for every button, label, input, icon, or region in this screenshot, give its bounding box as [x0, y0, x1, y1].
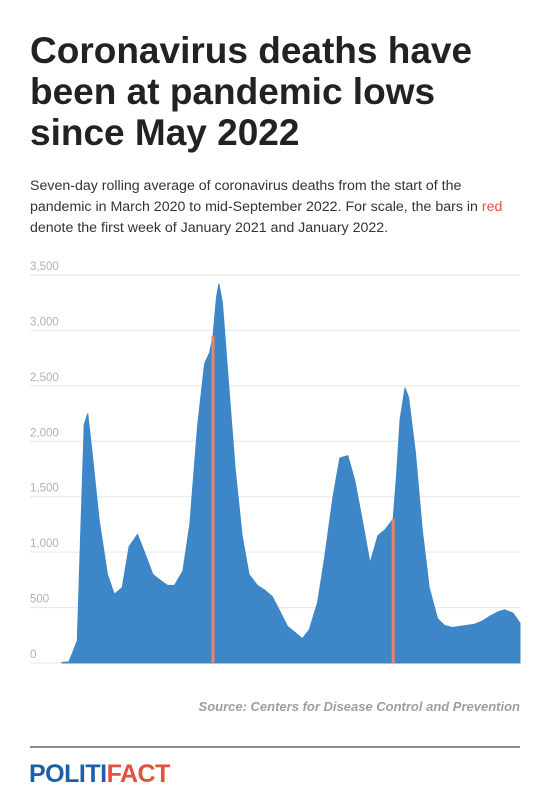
- y-axis-ticks: 0 500 1,000 1,500 2,000 2,500 3,000 3,500: [30, 261, 59, 661]
- subtitle-highlight-word: red: [481, 199, 503, 215]
- highlight-bars: [211, 336, 395, 663]
- source-note: Source: Centers for Disease Control and …: [198, 699, 520, 714]
- y-tick-label: 1,000: [30, 538, 59, 550]
- deaths-area-chart: 0 500 1,000 1,500 2,000 2,500 3,000 3,500: [30, 261, 521, 664]
- y-tick-label: 500: [30, 594, 49, 606]
- y-tick-label: 1,500: [30, 483, 59, 495]
- politifact-logo: POLITIFACT: [29, 760, 170, 789]
- y-tick-label: 0: [30, 649, 36, 661]
- highlight-bar: [391, 518, 395, 663]
- y-tick-label: 3,000: [30, 316, 59, 328]
- deaths-area-series: [61, 283, 521, 664]
- y-tick-label: 2,500: [30, 372, 59, 384]
- y-tick-label: 2,000: [30, 427, 59, 439]
- logo-fact: FACT: [106, 760, 171, 788]
- chart-subtitle: Seven-day rolling average of coronavirus…: [30, 176, 525, 239]
- subtitle-text-end: denote the first week of January 2021 an…: [30, 220, 389, 236]
- chart-title: Coronavirus deaths have been at pandemic…: [30, 30, 473, 153]
- footer-divider: [30, 746, 520, 748]
- highlight-bar: [211, 336, 215, 663]
- subtitle-text-start: Seven-day rolling average of coronavirus…: [30, 178, 482, 215]
- y-tick-label: 3,500: [30, 261, 59, 273]
- logo-politi: POLITI: [29, 760, 107, 788]
